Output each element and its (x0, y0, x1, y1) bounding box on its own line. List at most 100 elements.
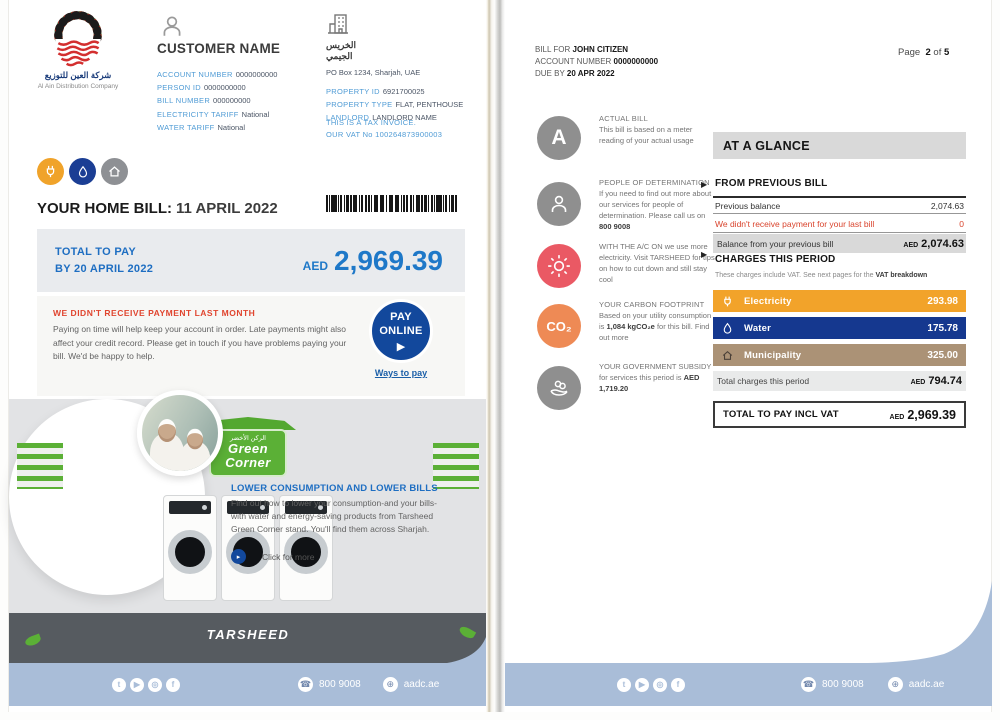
website-contact[interactable]: ⊕ aadc.ae (887, 677, 944, 692)
due-line: DUE BY 20 APR 2022 (535, 69, 615, 78)
info-carbon-footprint: YOUR CARBON FOOTPRINT Based on your utili… (599, 300, 712, 342)
customer-name: CUSTOMER NAME (157, 41, 281, 56)
website-contact[interactable]: ⊕ aadc.ae (382, 677, 439, 692)
hand-coins-icon (537, 366, 581, 410)
electricity-plug-icon (37, 158, 64, 185)
phone-contact[interactable]: ☎ 800 9008 (298, 677, 361, 692)
stand-roof (200, 417, 296, 430)
section-from-previous-bill: FROM PREVIOUS BILL (715, 178, 828, 189)
row-balance-previous-bill: Balance from your previous bill AED 2,074… (713, 234, 966, 253)
promo-section: الركن الأخضر Green Corner TARSHEED (9, 390, 487, 663)
total-to-pay-label: TOTAL TO PAY BY 20 APRIL 2022 (55, 246, 154, 275)
pay-online-button[interactable]: PAY ONLINE ▶ (369, 299, 433, 363)
water-drop-icon (721, 322, 734, 335)
phone-icon: ☎ (801, 677, 816, 692)
click-for-more-link[interactable]: Click for more (262, 552, 315, 562)
facebook-icon[interactable]: f (671, 677, 685, 692)
section-charges-this-period: CHARGES THIS PERIOD (715, 254, 836, 265)
row-no-payment: We didn't receive payment for your last … (713, 215, 966, 233)
social-icons: t ▶ ◎ f (617, 677, 685, 692)
building-icon (328, 14, 348, 34)
field-property-id: PROPERTY ID 6921700025 (326, 87, 425, 96)
property-address: PO Box 1234, Sharjah, UAE (326, 68, 421, 77)
person-icon (551, 195, 567, 212)
utility-icons (37, 158, 128, 185)
vat-number: OUR VAT No 100264873900003 (326, 130, 443, 139)
letter-a-icon: A (551, 126, 567, 149)
info-ac-on: WITH THE A/C ON we use more electricity.… (599, 242, 715, 284)
field-bill-number: BILL NUMBER 000000000 (157, 96, 251, 106)
click-for-more-icon[interactable]: ▸ (231, 549, 246, 564)
instagram-icon[interactable]: ◎ (148, 677, 162, 692)
total-to-pay-box: TOTAL TO PAY BY 20 APRIL 2022 AED 2,969.3… (37, 229, 465, 292)
section-arrow-icon: ▶ (701, 250, 708, 259)
instagram-icon[interactable]: ◎ (653, 677, 667, 692)
total-amount: AED 2,969.39 (302, 244, 443, 276)
green-corner-illustration: الركن الأخضر Green Corner TARSHEED (9, 399, 487, 663)
globe-icon: ⊕ (887, 677, 903, 692)
vat-note: These charges include VAT. See next page… (715, 272, 928, 279)
facebook-icon[interactable]: f (166, 677, 180, 692)
charge-bar-water: Water 175.78 (713, 317, 966, 339)
logo-arabic-text: شركة العين للتوزيع (44, 70, 112, 80)
footer-wave (860, 581, 992, 663)
field-property-type: PROPERTY TYPE FLAT, PENTHOUSE (326, 100, 464, 110)
info-actual-bill: ACTUAL BILL This bill is based on a meter… (599, 114, 694, 145)
sun-icon (537, 244, 581, 288)
footer-bar: t ▶ ◎ f ☎ 800 9008 ⊕ aadc.ae (9, 663, 487, 706)
water-drop-icon (69, 158, 96, 185)
field-electricity-tariff: ELECTRICITY TARIFF National (157, 109, 270, 119)
page2-header: BILL FOR JOHN CITIZEN ACCOUNT NUMBER 000… (535, 44, 658, 80)
promo-body: Find out how to lower your consumption-a… (231, 498, 437, 535)
globe-icon: ⊕ (382, 677, 398, 692)
info-people-of-determination: PEOPLE OF DETERMINATION If you need to fi… (599, 178, 712, 231)
social-icons: t ▶ ◎ f (112, 677, 180, 692)
page-indicator: Page 2 of 5 (898, 47, 950, 58)
field-landlord: LANDLORD LANDLORD NAME (326, 113, 437, 123)
photo-circle (137, 390, 223, 476)
washing-machine (163, 495, 217, 601)
payment-notice-heading: WE DIDN'T RECEIVE PAYMENT LAST MONTH (53, 308, 256, 318)
house-icon (101, 158, 128, 185)
row-total-charges: Total charges this period AED 794.74 (713, 371, 966, 391)
account-line: ACCOUNT NUMBER 0000000000 (535, 57, 659, 66)
section-arrow-icon: ▶ (701, 180, 708, 189)
twitter-icon[interactable]: t (617, 677, 631, 692)
phone-contact[interactable]: ☎ 800 9008 (801, 677, 864, 692)
co2-icon: CO₂ (537, 304, 581, 348)
barcode (326, 195, 457, 212)
electricity-plug-icon (721, 295, 734, 308)
person-icon (163, 16, 181, 36)
youtube-icon[interactable]: ▶ (635, 677, 649, 692)
footer-wave (447, 634, 487, 663)
tax-invoice-note: THIS IS A TAX INVOICE. (326, 118, 417, 127)
washing-machines (163, 495, 333, 601)
payment-notice-body: Paying on time will help keep your accou… (53, 324, 347, 362)
promo-heading: LOWER CONSUMPTION AND LOWER BILLS (231, 483, 438, 494)
info-government-subsidy: YOUR GOVERNMENT SUBSIDY for services thi… (599, 362, 712, 393)
aadc-logo (54, 11, 102, 67)
awning-stripes-left (17, 443, 63, 489)
row-previous-balance: Previous balance 2,074.63 (713, 196, 966, 214)
property-fields: PROPERTY ID 6921700025 PROPERTY TYPE FLAT,… (326, 81, 464, 123)
field-account-number: ACCOUNT NUMBER 0000000000 (157, 70, 278, 79)
bill-page-1: شركة العين للتوزيع Al Ain Distribution C… (8, 0, 487, 712)
play-icon: ▶ (396, 340, 406, 353)
field-person-id: PERSON ID 0000000000 (157, 83, 246, 93)
ways-to-pay-link[interactable]: Ways to pay (374, 368, 428, 378)
footer-bar: t ▶ ◎ f ☎ 800 9008 ⊕ aadc.ae (505, 663, 992, 706)
charge-bar-electricity: Electricity 293.98 (713, 290, 966, 312)
bill-page-2: BILL FOR JOHN CITIZEN ACCOUNT NUMBER 000… (505, 0, 992, 712)
youtube-icon[interactable]: ▶ (130, 677, 144, 692)
twitter-icon[interactable]: t (112, 677, 126, 692)
logo-company-name: Al Ain Distribution Company (37, 83, 119, 90)
page-spine (486, 0, 505, 712)
bill-for-line: BILL FOR JOHN CITIZEN (535, 45, 629, 54)
field-water-tariff: WATER TARIFF National (157, 122, 246, 132)
actual-bill-icon: A (537, 116, 581, 160)
property-arabic-name: الخريس الجيمي (326, 40, 356, 62)
house-icon (721, 349, 734, 362)
customer-fields: ACCOUNT NUMBER 0000000000 PERSON ID 000000… (157, 64, 278, 132)
phone-icon: ☎ (298, 677, 313, 692)
